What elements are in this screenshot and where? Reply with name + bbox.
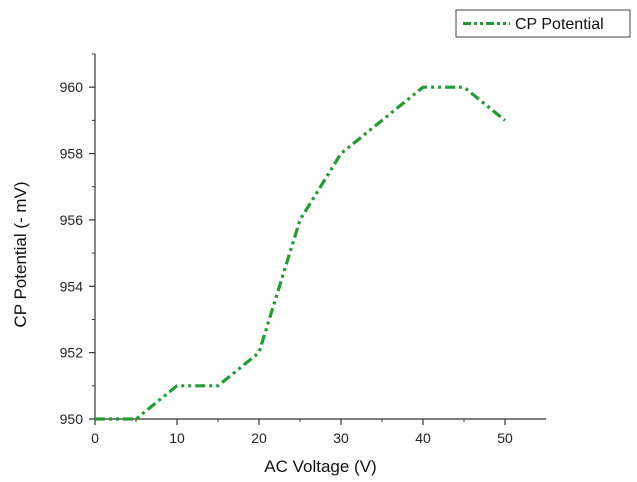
x-tick-label: 50 bbox=[497, 430, 513, 446]
x-tick-label: 30 bbox=[333, 430, 349, 446]
legend: CP Potential bbox=[455, 9, 631, 38]
y-tick-label: 956 bbox=[60, 212, 84, 228]
y-tick-label: 958 bbox=[60, 146, 84, 162]
x-tick-label: 0 bbox=[91, 430, 99, 446]
y-tick-label: 952 bbox=[60, 345, 84, 361]
x-tick-label: 40 bbox=[415, 430, 431, 446]
x-axis-title: AC Voltage (V) bbox=[264, 457, 376, 476]
y-tick-label: 960 bbox=[60, 79, 84, 95]
legend-label: CP Potential bbox=[515, 16, 604, 33]
y-axis-title: CP Potential (- mV) bbox=[11, 181, 30, 327]
x-tick-label: 10 bbox=[169, 430, 185, 446]
legend-box bbox=[455, 9, 631, 38]
axes bbox=[94, 54, 546, 420]
ticks: 0 10 20 30 40 50 950 952 954 956 958 960 bbox=[60, 53, 513, 446]
x-tick-label: 20 bbox=[251, 430, 267, 446]
y-tick-label: 954 bbox=[60, 278, 84, 294]
y-tick-label: 950 bbox=[60, 411, 84, 427]
series-line bbox=[95, 85, 507, 421]
series-layer bbox=[94, 85, 507, 421]
